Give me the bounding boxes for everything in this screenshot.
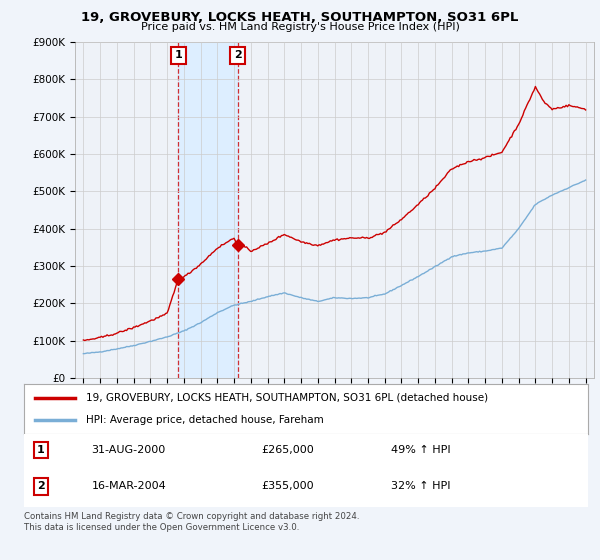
Text: 1: 1 (37, 445, 45, 455)
Text: 32% ↑ HPI: 32% ↑ HPI (391, 482, 450, 492)
Text: 2: 2 (233, 50, 241, 60)
Text: 19, GROVEBURY, LOCKS HEATH, SOUTHAMPTON, SO31 6PL (detached house): 19, GROVEBURY, LOCKS HEATH, SOUTHAMPTON,… (86, 393, 488, 403)
Text: HPI: Average price, detached house, Fareham: HPI: Average price, detached house, Fare… (86, 415, 324, 425)
Text: 1: 1 (175, 50, 182, 60)
Bar (178, 42, 238, 378)
Text: 16-MAR-2004: 16-MAR-2004 (92, 482, 166, 492)
Text: £265,000: £265,000 (261, 445, 314, 455)
Text: Price paid vs. HM Land Registry's House Price Index (HPI): Price paid vs. HM Land Registry's House … (140, 22, 460, 32)
Text: £355,000: £355,000 (261, 482, 314, 492)
Text: 49% ↑ HPI: 49% ↑ HPI (391, 445, 450, 455)
Text: 2: 2 (37, 482, 45, 492)
Text: 31-AUG-2000: 31-AUG-2000 (92, 445, 166, 455)
Text: Contains HM Land Registry data © Crown copyright and database right 2024.
This d: Contains HM Land Registry data © Crown c… (24, 512, 359, 532)
Text: 19, GROVEBURY, LOCKS HEATH, SOUTHAMPTON, SO31 6PL: 19, GROVEBURY, LOCKS HEATH, SOUTHAMPTON,… (82, 11, 518, 24)
